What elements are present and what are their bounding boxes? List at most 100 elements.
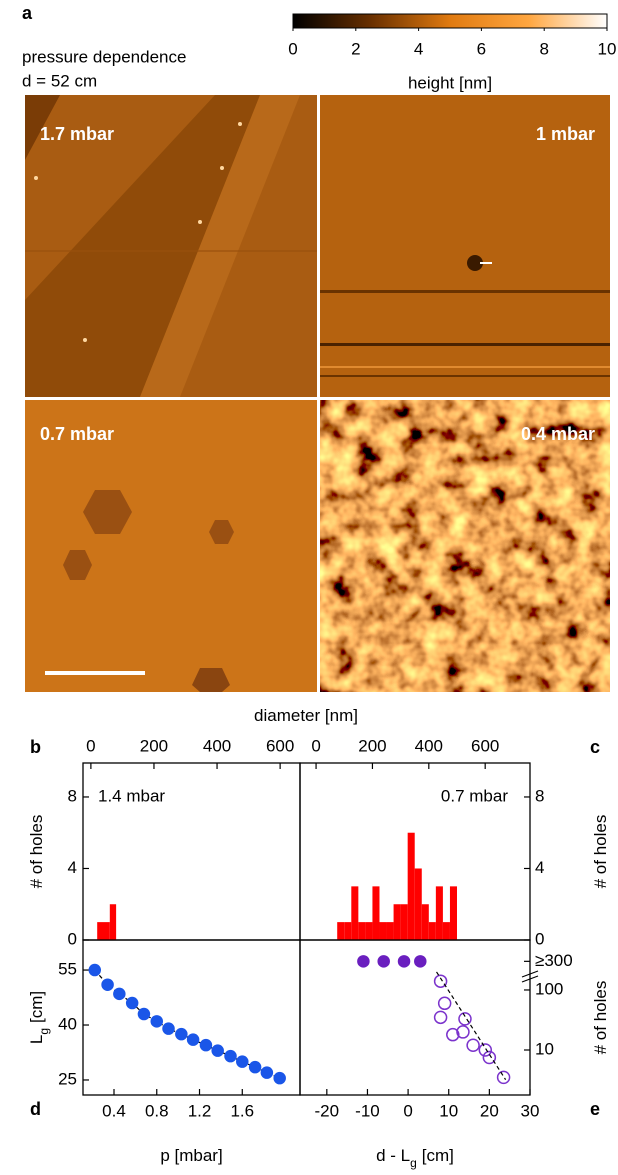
y-axis-label: # of holes: [27, 815, 46, 889]
y-tick-label: 55: [58, 960, 77, 979]
data-point: [250, 1062, 261, 1073]
afm-image: [25, 400, 317, 692]
data-point: [188, 1034, 199, 1045]
afm-image: [320, 400, 610, 692]
y-tick-label: 25: [58, 1069, 77, 1088]
x-tick-label: 6: [477, 39, 486, 58]
data-point: [127, 998, 138, 1009]
fit-line: [437, 972, 506, 1080]
bar: [358, 922, 365, 940]
data-point: [200, 1040, 211, 1051]
x-axis-label: p [mbar]: [160, 1146, 222, 1165]
y-axis-label: # of holes: [591, 981, 610, 1055]
data-point: [261, 1067, 272, 1078]
image-label: 1.7 mbar: [40, 124, 114, 144]
label-part: p [mbar]: [160, 1146, 222, 1165]
label-part: L: [27, 1035, 46, 1044]
annotation: 1.4 mbar: [98, 786, 165, 805]
x-tick-label: 10: [439, 1101, 458, 1120]
data-point: [274, 1073, 285, 1084]
data-point: [435, 1011, 447, 1023]
data-point: [225, 1051, 236, 1062]
data-point: [89, 965, 100, 976]
image-label: 1 mbar: [536, 124, 595, 144]
data-point: [163, 1023, 174, 1034]
bar: [351, 886, 358, 940]
data-point: [237, 1056, 248, 1067]
x-axis-label: height [nm]: [408, 73, 492, 92]
panel-label: b: [30, 737, 41, 757]
data-point: [498, 1071, 510, 1083]
data-point: [399, 956, 410, 967]
y-tick-label: 4: [68, 858, 77, 877]
y-tick-label: 4: [535, 858, 544, 877]
colorbar: [293, 14, 607, 28]
x-tick-label: -20: [315, 1101, 340, 1120]
data-point: [378, 956, 389, 967]
x-tick-label: 200: [140, 736, 168, 755]
y-tick-label: 0: [68, 929, 77, 948]
data-point: [138, 1009, 149, 1020]
bar: [372, 886, 379, 940]
bar: [394, 904, 401, 940]
data-point: [415, 956, 426, 967]
y-axis-label: Lg [cm]: [27, 991, 51, 1044]
bar: [365, 922, 372, 940]
data-point: [114, 988, 125, 999]
data-point: [467, 1039, 479, 1051]
x-tick-label: 2: [351, 39, 360, 58]
bar: [379, 922, 386, 940]
x-tick-label: 30: [521, 1101, 540, 1120]
bar: [429, 922, 436, 940]
x-tick-label: 0: [311, 736, 320, 755]
x-tick-label: 600: [471, 736, 499, 755]
bar: [450, 886, 457, 940]
x-tick-label: 200: [358, 736, 386, 755]
label-part: # of holes: [591, 815, 610, 889]
bar: [97, 922, 103, 940]
bar: [401, 904, 408, 940]
x-axis-label: d - Lg[cm]: [376, 1146, 454, 1170]
data-point: [439, 997, 451, 1009]
data-point: [212, 1045, 223, 1056]
data-point: [102, 979, 113, 990]
y-tick-label: 10: [535, 1039, 554, 1058]
x-tick-label: 1.2: [188, 1101, 212, 1120]
image-label: 0.4 mbar: [521, 424, 595, 444]
bar: [443, 922, 450, 940]
bar: [408, 833, 415, 940]
label-part: d - L: [376, 1146, 410, 1165]
panel-label: e: [590, 1099, 600, 1119]
label-part: [cm]: [27, 991, 46, 1023]
x-tick-label: 10: [598, 39, 617, 58]
label-part: [cm]: [422, 1146, 454, 1165]
y-tick-label: 8: [535, 786, 544, 805]
bar: [344, 922, 351, 940]
x-axis-label: diameter [nm]: [254, 706, 358, 725]
x-tick-label: 0: [86, 736, 95, 755]
bar: [415, 868, 422, 940]
panel-subtitle: d = 52 cm: [22, 71, 97, 90]
panel-title: pressure dependence: [22, 47, 186, 66]
x-tick-label: 0.4: [102, 1101, 126, 1120]
data-point: [479, 1044, 491, 1056]
image-label: 0.7 mbar: [40, 424, 114, 444]
y-tick-label: ≥300: [535, 951, 573, 970]
x-tick-label: 600: [266, 736, 294, 755]
label-part: g: [37, 1028, 51, 1035]
x-tick-label: 0.8: [145, 1101, 169, 1120]
figure: a pressure dependence d = 52 cm 1.7 mbar…: [0, 0, 618, 1175]
data-point: [151, 1016, 162, 1027]
bar: [422, 904, 429, 940]
annotation: 0.7 mbar: [441, 786, 508, 805]
bar: [337, 922, 344, 940]
data-point: [176, 1029, 187, 1040]
y-tick-label: 100: [535, 979, 563, 998]
bar: [387, 922, 394, 940]
label-part: # of holes: [27, 815, 46, 889]
x-tick-label: 0: [403, 1101, 412, 1120]
label-part: diameter [nm]: [254, 706, 358, 725]
x-tick-label: 4: [414, 39, 423, 58]
x-tick-label: 20: [480, 1101, 499, 1120]
panel-label: d: [30, 1099, 41, 1119]
